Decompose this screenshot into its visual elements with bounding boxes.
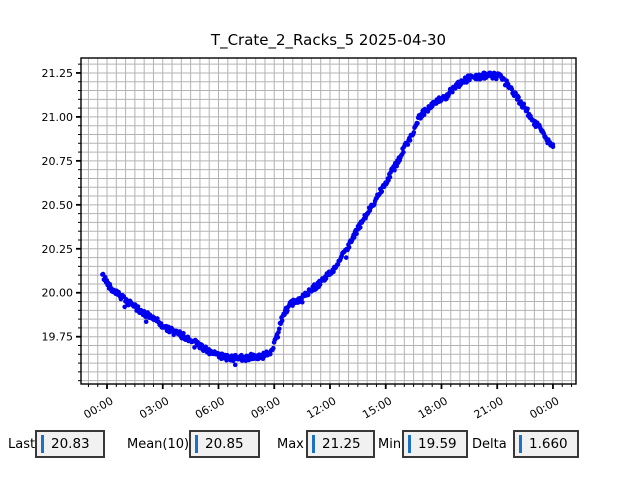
- x-tick-label: 21:00: [472, 394, 506, 421]
- y-tick-label: 19.75: [42, 331, 74, 344]
- x-tick-label: 06:00: [193, 394, 227, 421]
- grid: [81, 58, 576, 384]
- text-cursor: [41, 435, 44, 453]
- stat-entry-last[interactable]: 20.83: [35, 430, 105, 458]
- y-tick-label: 20.75: [42, 155, 74, 168]
- stat-entry-delta[interactable]: 1.660: [513, 430, 579, 458]
- stat-value-delta: 1.660: [529, 436, 568, 452]
- x-tick-label: 09:00: [249, 394, 283, 421]
- stat-value-max: 21.25: [322, 436, 361, 452]
- x-tick-label: 12:00: [305, 394, 339, 421]
- stat-value-min: 19.59: [418, 436, 457, 452]
- tick-labels: 00:00 03:00 06:00 09:00 12:00 15:00 18:00 21:00…: [42, 67, 562, 422]
- stat-label-delta: Delta: [472, 437, 507, 452]
- x-tick-label: 00:00: [82, 394, 116, 421]
- stat-entry-max[interactable]: 21.25: [306, 430, 375, 458]
- y-tick-label: 20.50: [42, 199, 74, 212]
- stat-label-min: Min: [378, 437, 402, 452]
- x-tick-label: 03:00: [137, 394, 171, 421]
- y-tick-label: 20.00: [42, 287, 74, 300]
- text-cursor: [408, 435, 411, 453]
- y-tick-label: 21.25: [42, 67, 74, 80]
- stat-label-last: Last: [8, 437, 36, 452]
- data-points: [100, 70, 556, 368]
- stat-value-last: 20.83: [51, 436, 90, 452]
- stat-label-mean: Mean(10): [127, 437, 190, 452]
- text-cursor: [195, 435, 198, 453]
- y-tick-label: 21.00: [42, 111, 74, 124]
- plot-frame: [80, 57, 577, 385]
- text-cursor: [519, 435, 522, 453]
- text-cursor: [312, 435, 315, 453]
- stat-label-max: Max: [277, 437, 304, 452]
- x-tick-label: 00:00: [528, 394, 562, 421]
- stat-entry-mean[interactable]: 20.85: [189, 430, 260, 458]
- stat-value-mean: 20.85: [205, 436, 244, 452]
- chart-title: T_Crate_2_Racks_5 2025-04-30: [210, 31, 447, 49]
- y-tick-label: 20.25: [42, 243, 74, 256]
- stat-entry-min[interactable]: 19.59: [402, 430, 468, 458]
- x-tick-label: 18:00: [416, 394, 450, 421]
- x-tick-label: 15:00: [360, 394, 394, 421]
